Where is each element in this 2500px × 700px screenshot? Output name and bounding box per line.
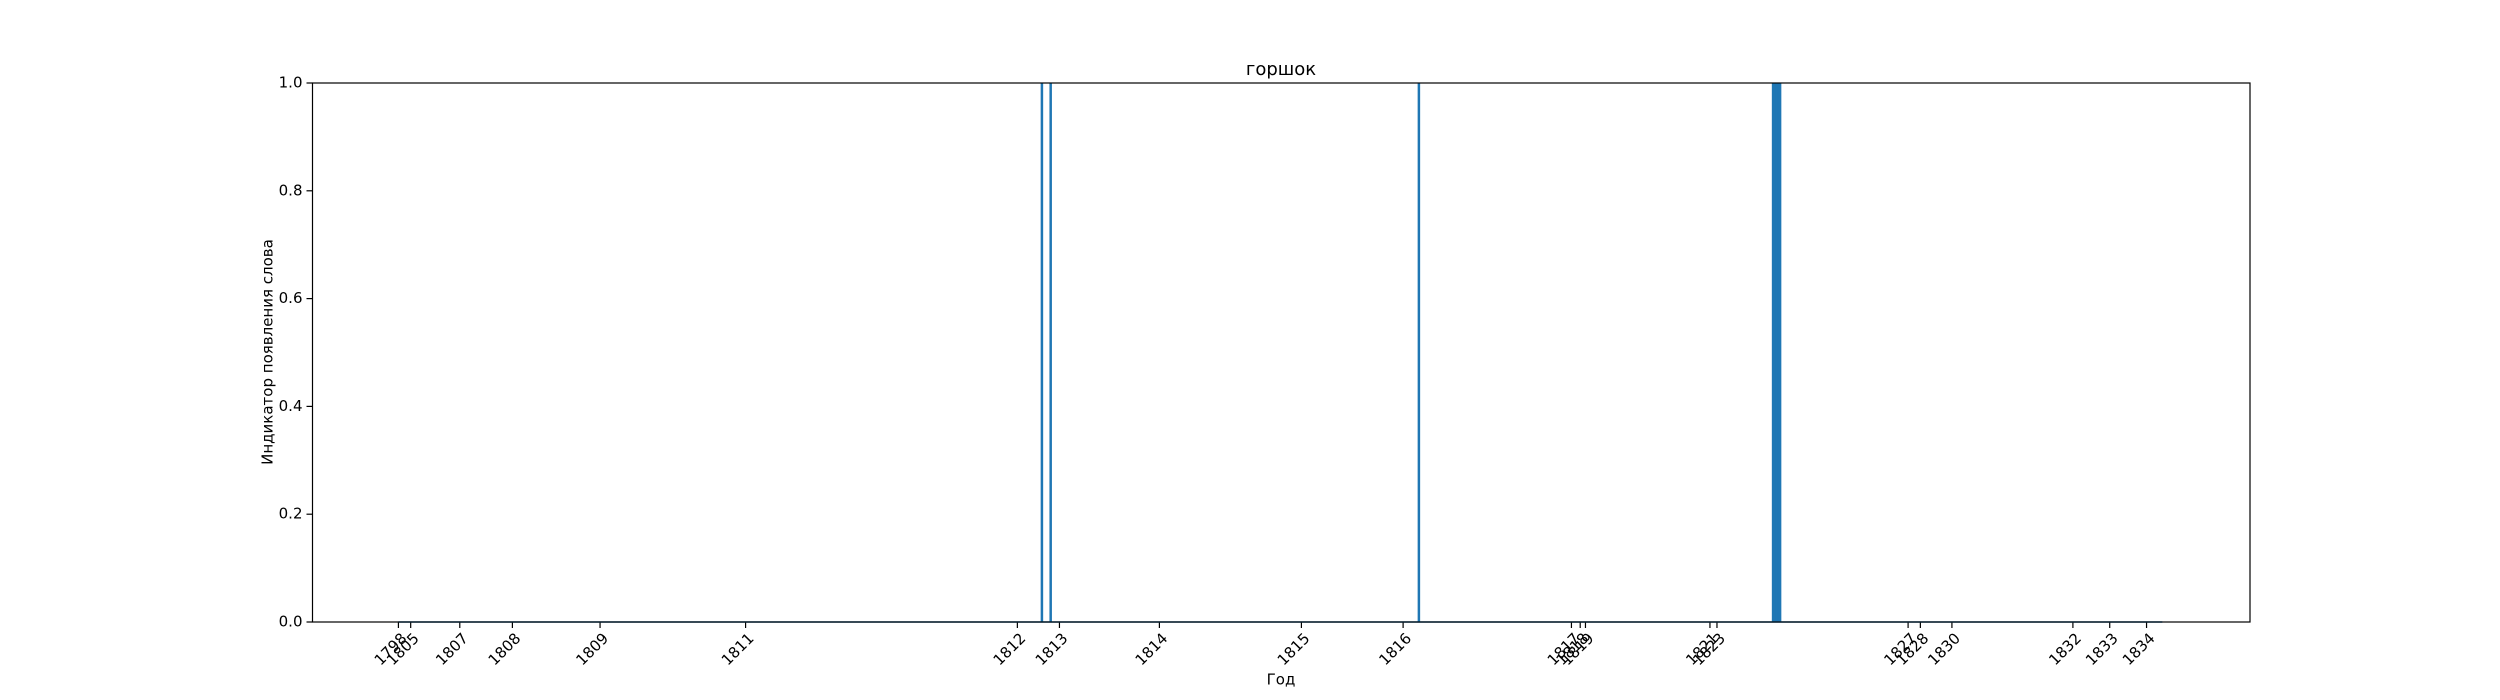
bar bbox=[1778, 83, 1782, 622]
y-tick-label: 0.8 bbox=[279, 181, 303, 199]
x-tick-label: 1807 bbox=[432, 629, 472, 669]
plot-frame bbox=[311, 82, 2251, 623]
x-tick-label: 1832 bbox=[2045, 629, 2085, 669]
x-tick-label: 1830 bbox=[1924, 629, 1964, 669]
x-tick-label: 1833 bbox=[2082, 629, 2122, 669]
x-tick-label: 1811 bbox=[718, 629, 758, 669]
x-tick-label: 1828 bbox=[1893, 629, 1933, 669]
bar bbox=[1771, 83, 1775, 622]
y-tick-label: 0.0 bbox=[279, 613, 303, 631]
y-tick-label: 0.6 bbox=[279, 289, 303, 307]
bar bbox=[1417, 83, 1421, 622]
bar bbox=[1773, 83, 1777, 622]
y-tick-label: 0.2 bbox=[279, 505, 303, 523]
x-tick-label: 1808 bbox=[485, 629, 525, 669]
x-tick-label: 1814 bbox=[1132, 629, 1172, 669]
bar bbox=[1775, 83, 1778, 622]
y-tick-label: 1.0 bbox=[279, 74, 303, 92]
x-tick-label: 1834 bbox=[2119, 629, 2159, 669]
x-tick-label: 1815 bbox=[1274, 629, 1314, 669]
bar bbox=[1040, 83, 1044, 622]
bar bbox=[1049, 83, 1052, 622]
y-axis-label: Индикатор появления слова bbox=[259, 239, 277, 465]
x-tick-label: 1812 bbox=[990, 629, 1030, 669]
x-tick-label: 1809 bbox=[572, 629, 612, 669]
x-tick-label: 1823 bbox=[1689, 629, 1729, 669]
x-tick-label: 1816 bbox=[1375, 629, 1415, 669]
x-tick-label: 1805 bbox=[383, 629, 423, 669]
bar bbox=[1777, 83, 1780, 622]
chart-title: горшок bbox=[1246, 59, 1316, 80]
x-axis-label: Год bbox=[1267, 671, 1296, 689]
y-tick-label: 0.4 bbox=[279, 397, 303, 415]
x-tick-label: 1813 bbox=[1032, 629, 1072, 669]
